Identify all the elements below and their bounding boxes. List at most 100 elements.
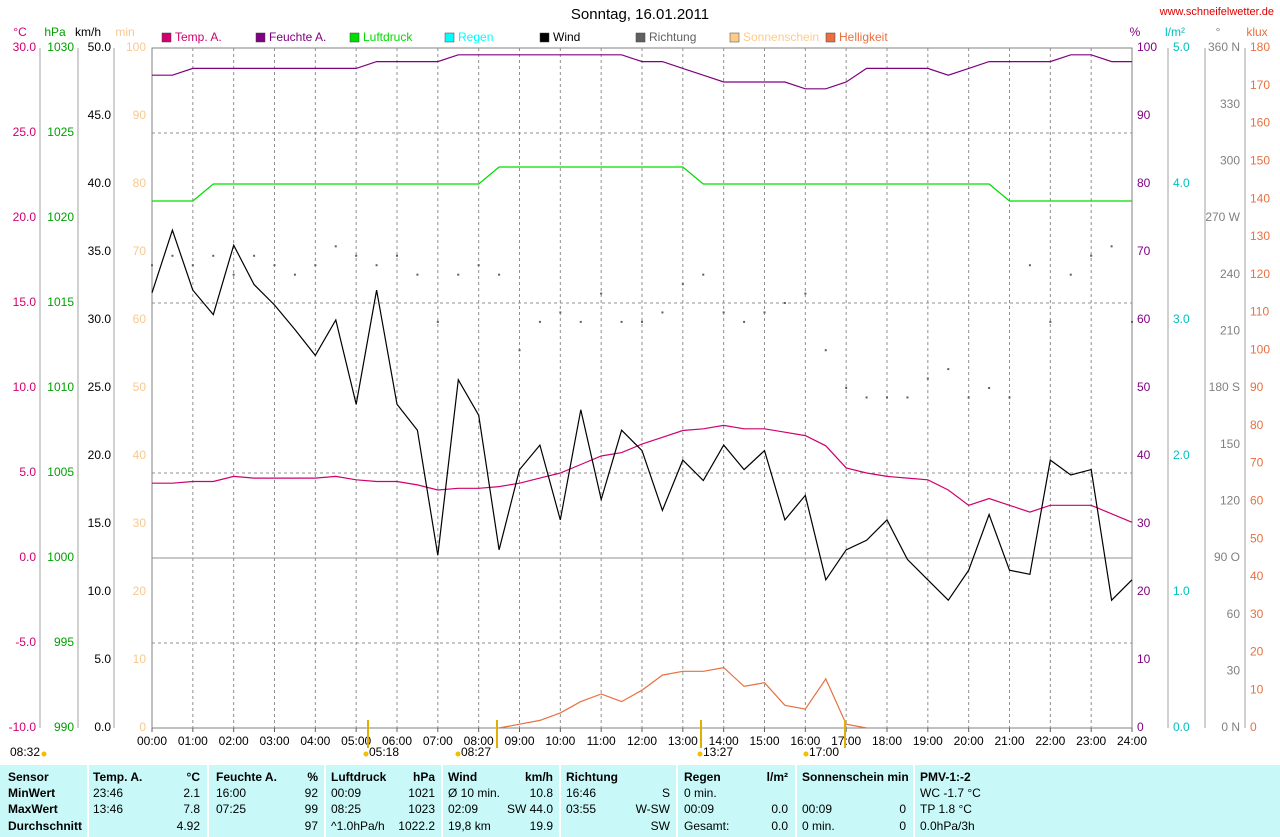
- row-label: Durchschnitt: [8, 819, 82, 833]
- y-tick-label: 10: [1250, 682, 1264, 696]
- annotation: 17:00: [809, 745, 839, 759]
- table-cell: 03:55: [566, 802, 596, 816]
- column-header: Wind: [448, 770, 477, 784]
- table-cell: 00:09: [802, 802, 832, 816]
- axis-unit: min: [115, 25, 134, 39]
- row-label: MaxWert: [8, 802, 58, 816]
- table-cell: S: [662, 786, 670, 800]
- x-tick-label: 23:00: [1076, 734, 1106, 748]
- x-tick-label: 13:00: [668, 734, 698, 748]
- direction-dot: [906, 396, 909, 399]
- y-tick-label: 160: [1250, 116, 1270, 130]
- direction-dot: [824, 349, 827, 352]
- y-tick-label: 20: [1137, 584, 1151, 598]
- direction-dot: [334, 245, 337, 248]
- y-tick-label: 180: [1250, 40, 1270, 54]
- table-cell: 07:25: [216, 802, 246, 816]
- y-tick-label: 1.0: [1173, 584, 1190, 598]
- y-tick-label: 990: [54, 720, 74, 734]
- table-cell: WC -1.7 °C: [920, 786, 981, 800]
- y-tick-label: 50: [1250, 531, 1264, 545]
- y-tick-label: 150: [1250, 154, 1270, 168]
- y-tick-label: 0 N: [1221, 720, 1240, 734]
- table-cell: 23:46: [93, 786, 123, 800]
- y-tick-label: 60: [1227, 607, 1241, 621]
- y-tick-label: 25.0: [88, 380, 112, 394]
- y-tick-label: 30: [1137, 516, 1151, 530]
- direction-dot: [1008, 396, 1011, 399]
- y-tick-label: 5.0: [1173, 40, 1190, 54]
- y-tick-label: 360 N: [1208, 40, 1240, 54]
- direction-dot: [661, 311, 664, 314]
- table-cell: 0.0hPa/3h: [920, 819, 975, 833]
- legend-label: Helligkeit: [839, 30, 888, 44]
- y-tick-label: 25.0: [13, 125, 37, 139]
- legend-label: Wind: [553, 30, 580, 44]
- direction-dot: [702, 273, 705, 276]
- direction-dot: [967, 396, 970, 399]
- column-header: l/m²: [767, 770, 788, 784]
- direction-dot: [1110, 245, 1113, 248]
- y-tick-label: 50: [1137, 380, 1151, 394]
- y-tick-label: 30: [1250, 607, 1264, 621]
- direction-dot: [1131, 320, 1133, 323]
- table-cell: 1021: [408, 786, 435, 800]
- direction-dot: [804, 292, 807, 295]
- legend-swatch: [729, 32, 740, 43]
- y-tick-label: 0.0: [94, 720, 111, 734]
- direction-dot: [477, 264, 480, 267]
- column-header: Luftdruck: [331, 770, 387, 784]
- y-tick-label: 120: [1220, 494, 1240, 508]
- direction-dot: [681, 283, 684, 286]
- direction-dot: [559, 311, 562, 314]
- y-tick-label: 170: [1250, 78, 1270, 92]
- sun-icon: [455, 751, 461, 757]
- y-tick-label: 70: [133, 244, 147, 258]
- y-tick-label: 1020: [47, 210, 74, 224]
- y-tick-label: 240: [1220, 267, 1240, 281]
- x-tick-label: 18:00: [872, 734, 902, 748]
- axis-unit: °: [1216, 25, 1221, 39]
- table-cell: SW 44.0: [507, 802, 553, 816]
- y-tick-label: 130: [1250, 229, 1270, 243]
- axis-unit: hPa: [44, 25, 66, 39]
- column-header: Sonnenschein min: [802, 770, 909, 784]
- x-tick-label: 22:00: [1035, 734, 1065, 748]
- direction-dot: [151, 264, 153, 267]
- y-tick-label: 2.0: [1173, 448, 1190, 462]
- table-cell: 0: [899, 802, 906, 816]
- y-tick-label: 0: [1250, 720, 1257, 734]
- axis-unit: %: [1130, 25, 1141, 39]
- source: www.schneifelwetter.de: [1159, 6, 1274, 18]
- direction-dot: [538, 320, 541, 323]
- y-tick-label: 1015: [47, 295, 74, 309]
- table-cell: 00:09: [331, 786, 361, 800]
- axis-unit: klux: [1246, 25, 1267, 39]
- direction-dot: [457, 273, 460, 276]
- x-tick-label: 24:00: [1117, 734, 1147, 748]
- column-header: Regen: [684, 770, 721, 784]
- row-label: MinWert: [8, 786, 55, 800]
- table-cell: 13:46: [93, 802, 123, 816]
- table-cell: 19.9: [530, 819, 554, 833]
- table-cell: 08:25: [331, 802, 361, 816]
- axis-unit: km/h: [75, 25, 101, 39]
- series-line: [152, 54, 1132, 90]
- table-cell: 99: [305, 802, 319, 816]
- table-cell: 0.0: [771, 802, 788, 816]
- table-cell: 19,8 km: [448, 819, 491, 833]
- table-cell: 0: [899, 819, 906, 833]
- direction-dot: [743, 320, 746, 323]
- y-tick-label: 210: [1220, 324, 1240, 338]
- y-tick-label: 30.0: [88, 312, 112, 326]
- sun-icon: [363, 751, 369, 757]
- column-header: km/h: [525, 770, 553, 784]
- summary-table-bg: [0, 765, 1280, 837]
- table-cell: 0.0: [771, 819, 788, 833]
- direction-dot: [1090, 254, 1093, 257]
- x-tick-label: 11:00: [587, 734, 616, 748]
- y-tick-label: 40.0: [88, 176, 112, 190]
- y-tick-label: 50.0: [88, 40, 112, 54]
- x-tick-label: 10:00: [545, 734, 575, 748]
